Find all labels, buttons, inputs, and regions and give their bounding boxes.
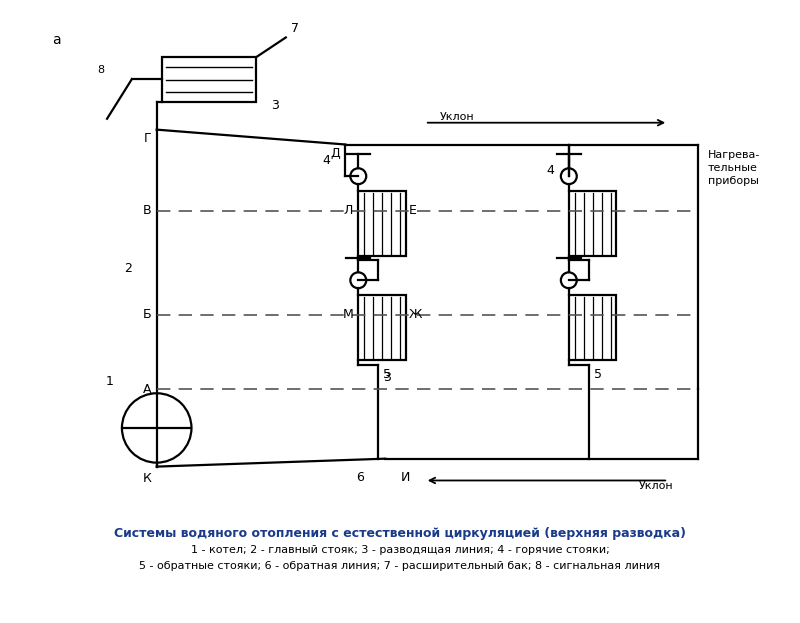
Text: 3: 3 xyxy=(383,371,391,384)
Text: Ж: Ж xyxy=(409,308,422,321)
Circle shape xyxy=(350,272,366,288)
Text: 5: 5 xyxy=(594,368,602,381)
Text: 6: 6 xyxy=(356,470,364,483)
Text: 5 - обратные стояки; 6 - обратная линия; 7 - расширительный бак; 8 - сигнальная : 5 - обратные стояки; 6 - обратная линия;… xyxy=(139,561,661,571)
Text: М: М xyxy=(342,308,354,321)
Bar xyxy=(162,57,256,102)
Bar xyxy=(358,295,406,359)
Text: Б: Б xyxy=(143,308,152,321)
Text: 4: 4 xyxy=(546,164,554,177)
Circle shape xyxy=(122,393,191,463)
Bar xyxy=(358,191,406,255)
Text: И: И xyxy=(400,470,410,483)
Text: 1 - котел; 2 - главный стояк; 3 - разводящая линия; 4 - горячие стояки;: 1 - котел; 2 - главный стояк; 3 - развод… xyxy=(190,545,610,555)
Text: 7: 7 xyxy=(290,22,298,36)
Text: 2: 2 xyxy=(124,262,132,275)
Bar xyxy=(569,191,617,255)
Text: 5: 5 xyxy=(383,368,391,381)
Text: Л: Л xyxy=(344,204,354,217)
Text: 3: 3 xyxy=(271,99,278,112)
Text: Уклон: Уклон xyxy=(440,112,474,121)
Circle shape xyxy=(561,272,577,288)
Text: 1: 1 xyxy=(106,375,114,388)
Text: А: А xyxy=(143,383,152,396)
Text: Нагрева-
тельные
приборы: Нагрева- тельные приборы xyxy=(708,150,760,186)
Text: Уклон: Уклон xyxy=(638,482,673,492)
Circle shape xyxy=(561,168,577,184)
Text: 8: 8 xyxy=(97,65,104,75)
Circle shape xyxy=(350,168,366,184)
Text: Д: Д xyxy=(330,146,341,159)
Text: Системы водяного отопления с естественной циркуляцией (верхняя разводка): Системы водяного отопления с естественно… xyxy=(114,526,686,540)
Bar xyxy=(569,295,617,359)
Text: 4: 4 xyxy=(322,154,330,167)
Text: Е: Е xyxy=(409,204,417,217)
Text: а: а xyxy=(53,34,61,47)
Text: Г: Г xyxy=(144,131,152,145)
Text: К: К xyxy=(143,472,152,485)
Text: В: В xyxy=(143,204,152,217)
